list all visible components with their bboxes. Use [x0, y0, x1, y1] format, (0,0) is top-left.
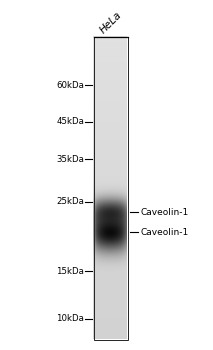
Text: 15kDa: 15kDa [56, 267, 84, 276]
Text: Caveolin-1: Caveolin-1 [141, 208, 189, 217]
Text: 35kDa: 35kDa [56, 155, 84, 164]
Text: 25kDa: 25kDa [56, 197, 84, 206]
Text: Caveolin-1: Caveolin-1 [141, 228, 189, 237]
Bar [94, 37, 128, 340]
Text: 45kDa: 45kDa [56, 117, 84, 126]
Text: 10kDa: 10kDa [56, 314, 84, 323]
Text: HeLa: HeLa [98, 9, 124, 35]
Text: 60kDa: 60kDa [56, 81, 84, 90]
